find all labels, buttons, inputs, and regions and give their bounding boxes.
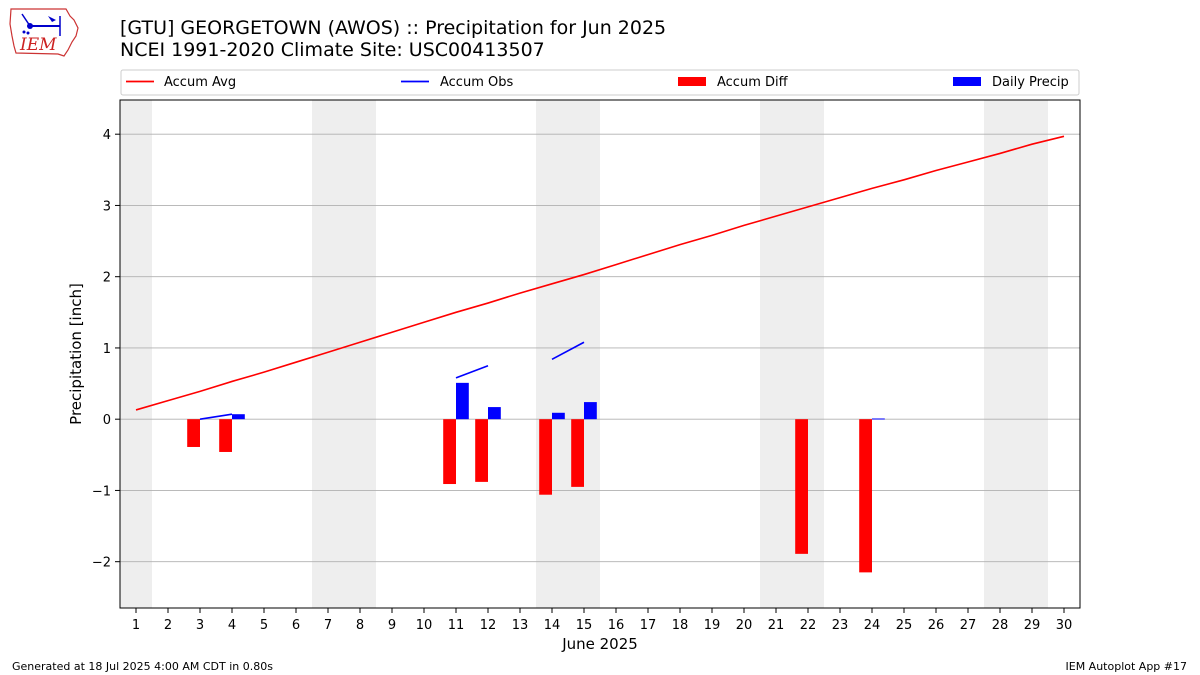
xtick-label-14: 14 bbox=[544, 618, 561, 633]
ytick-label-2: 2 bbox=[103, 271, 111, 286]
xtick-label-28: 28 bbox=[992, 618, 1009, 633]
ytick-label--2: −2 bbox=[92, 556, 111, 571]
xtick-label-30: 30 bbox=[1056, 618, 1073, 633]
ytick-label-0: 0 bbox=[103, 413, 111, 428]
bar-accum-diff-day-15 bbox=[571, 419, 584, 487]
bar-daily-precip-day-11 bbox=[456, 382, 469, 420]
xtick-label-21: 21 bbox=[768, 618, 785, 633]
xtick-label-10: 10 bbox=[416, 618, 433, 633]
legend-label-accum-diff: Accum Diff bbox=[717, 75, 789, 90]
svg-text:IEM: IEM bbox=[19, 35, 57, 55]
iem-logo: IEM bbox=[9, 8, 79, 57]
x-axis-label: June 2025 bbox=[561, 635, 638, 653]
bar-daily-precip-day-15 bbox=[584, 402, 597, 420]
weekend-band-28 bbox=[984, 100, 1016, 608]
weekend-band-15 bbox=[568, 100, 600, 608]
xtick-label-3: 3 bbox=[196, 618, 204, 633]
line-accum-obs-segment-0 bbox=[199, 413, 233, 420]
weekend-band-21 bbox=[760, 100, 792, 608]
footer-app: IEM Autoplot App #17 bbox=[1065, 660, 1188, 673]
chart-title: [GTU] GEORGETOWN (AWOS) :: Precipitation… bbox=[120, 17, 667, 39]
bar-accum-diff-day-14 bbox=[539, 419, 552, 495]
footer-generated: Generated at 18 Jul 2025 4:00 AM CDT in … bbox=[12, 660, 273, 673]
xtick-label-22: 22 bbox=[800, 618, 817, 633]
legend-swatch-daily-precip bbox=[953, 77, 981, 86]
bar-accum-diff-day-24 bbox=[859, 419, 872, 573]
weekend-band-7 bbox=[312, 100, 344, 608]
xtick-label-20: 20 bbox=[736, 618, 753, 633]
xtick-label-25: 25 bbox=[896, 618, 913, 633]
xtick-label-4: 4 bbox=[228, 618, 236, 633]
xtick-label-29: 29 bbox=[1024, 618, 1041, 633]
plot-frame bbox=[119, 99, 1081, 609]
bar-daily-precip-day-12 bbox=[488, 407, 501, 420]
xtick-label-24: 24 bbox=[864, 618, 881, 633]
ytick-label--1: −1 bbox=[92, 484, 111, 499]
xtick-label-7: 7 bbox=[324, 618, 332, 633]
legend: Accum Avg Accum Obs Accum Diff Daily Precip bbox=[120, 69, 1080, 96]
weekend-band-1 bbox=[120, 100, 152, 608]
bar-accum-diff-day-11 bbox=[443, 419, 456, 485]
legend-label-accum-obs: Accum Obs bbox=[440, 75, 513, 90]
xtick-label-11: 11 bbox=[448, 618, 465, 633]
legend-label-daily-precip: Daily Precip bbox=[992, 75, 1069, 90]
xtick-label-13: 13 bbox=[512, 618, 529, 633]
xtick-label-15: 15 bbox=[576, 618, 593, 633]
bar-daily-precip-day-4 bbox=[232, 414, 245, 420]
xtick-label-17: 17 bbox=[640, 618, 657, 633]
ytick-label-4: 4 bbox=[103, 128, 111, 143]
legend-box bbox=[120, 69, 1080, 96]
xtick-label-1: 1 bbox=[132, 618, 140, 633]
bar-accum-diff-day-22 bbox=[795, 419, 808, 554]
xtick-label-8: 8 bbox=[356, 618, 364, 633]
bar-daily-precip-day-14 bbox=[552, 412, 565, 420]
xtick-label-18: 18 bbox=[672, 618, 689, 633]
xtick-label-23: 23 bbox=[832, 618, 849, 633]
line-accum-avg bbox=[135, 135, 1065, 411]
line-accum-obs-segment-1 bbox=[455, 365, 489, 379]
bar-accum-diff-day-4 bbox=[219, 419, 232, 452]
xtick-label-26: 26 bbox=[928, 618, 945, 633]
xtick-label-19: 19 bbox=[704, 618, 721, 633]
chart-subtitle: NCEI 1991-2020 Climate Site: USC00413507 bbox=[120, 39, 545, 61]
xtick-label-9: 9 bbox=[388, 618, 396, 633]
weekend-band-29 bbox=[1016, 100, 1048, 608]
xtick-label-27: 27 bbox=[960, 618, 977, 633]
xtick-label-5: 5 bbox=[260, 618, 268, 633]
y-axis-label: Precipitation [inch] bbox=[67, 283, 85, 425]
xtick-label-6: 6 bbox=[292, 618, 300, 633]
xtick-label-16: 16 bbox=[608, 618, 625, 633]
xtick-label-12: 12 bbox=[480, 618, 497, 633]
legend-swatch-accum-diff bbox=[678, 77, 706, 86]
xtick-label-2: 2 bbox=[164, 618, 172, 633]
bar-accum-diff-day-12 bbox=[475, 419, 488, 482]
weekend-band-8 bbox=[344, 100, 376, 608]
ytick-label-1: 1 bbox=[103, 342, 111, 357]
legend-label-accum-avg: Accum Avg bbox=[164, 75, 236, 90]
bar-daily-precip-day-24 bbox=[872, 418, 885, 420]
line-accum-obs-segment-2 bbox=[551, 341, 585, 361]
ytick-label-3: 3 bbox=[103, 199, 111, 214]
bar-accum-diff-day-3 bbox=[187, 419, 200, 447]
